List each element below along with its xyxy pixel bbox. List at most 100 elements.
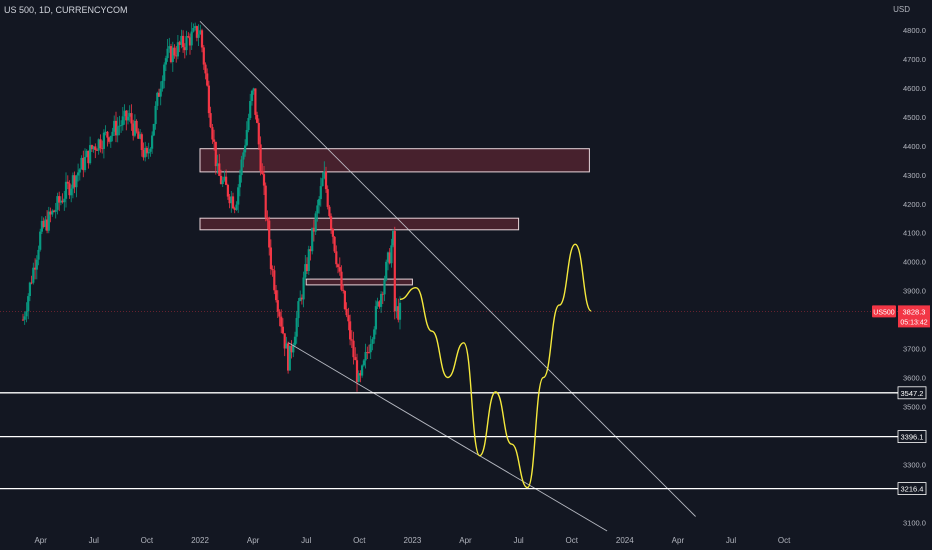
candle-body — [90, 145, 93, 150]
x-tick-label: Apr — [459, 536, 472, 545]
candle-body — [252, 88, 255, 91]
y-tick-label: 4800.0 — [903, 26, 926, 35]
y-tick-label: 4700.0 — [903, 55, 926, 64]
candle-body — [299, 297, 302, 302]
candle-body — [200, 30, 204, 48]
candle-body — [156, 92, 159, 106]
support-level-label: 3216.4 — [901, 485, 924, 494]
candle-body — [357, 373, 360, 382]
candle-body — [359, 373, 362, 376]
candle-body — [163, 64, 166, 81]
y-tick-label: 4500.0 — [903, 113, 926, 122]
x-tick-label: Apr — [247, 536, 260, 545]
candle-body — [309, 249, 312, 252]
candle-body — [42, 220, 45, 227]
candle-body — [245, 130, 248, 146]
candle-body — [266, 217, 269, 221]
y-tick-label: 3700.0 — [903, 345, 926, 354]
y-tick-label: 3500.0 — [903, 403, 926, 412]
candle-body — [83, 157, 87, 171]
candle-body — [30, 282, 33, 284]
candle-body — [385, 261, 388, 280]
time-axis[interactable]: Apr Jul Oct 2022 Apr Jul Oct 2023 Apr Jul Oct 2024 A… — [34, 536, 791, 545]
candle-body — [330, 216, 333, 229]
candle-body — [209, 113, 212, 128]
support-level-tag — [897, 482, 927, 496]
candle-body — [338, 267, 341, 272]
candle-body — [366, 352, 369, 353]
candle-body — [219, 175, 223, 184]
candle-body — [364, 352, 367, 361]
resistance-zone — [199, 148, 590, 173]
price-tag — [898, 305, 930, 328]
candle-body — [349, 321, 352, 340]
candle-body — [278, 311, 281, 317]
candle-body — [104, 131, 107, 133]
candle-body — [228, 196, 231, 204]
candle-body — [269, 247, 272, 269]
candle-body — [159, 88, 162, 97]
y-tick-label: 3900.0 — [903, 287, 926, 296]
candle-body — [97, 139, 100, 151]
trendlines — [0, 20, 898, 532]
candle-body — [120, 125, 123, 126]
candle-body — [211, 127, 214, 140]
candle-body — [144, 147, 147, 158]
candle-body — [345, 308, 348, 316]
candle-body — [40, 220, 43, 232]
candle-body — [276, 300, 279, 312]
symbol-price-tag: US500 3828.3 05:13:42 — [872, 305, 930, 328]
price-axis[interactable]: 4800.0 4700.0 4600.0 4500.0 4400.0 4300.0 4200… — [903, 26, 926, 527]
y-tick-label: 4100.0 — [903, 229, 926, 238]
candle-body — [77, 172, 80, 176]
candle-body — [63, 198, 66, 203]
candle-body — [316, 205, 319, 214]
candle-body — [108, 137, 111, 142]
candle-body — [171, 47, 174, 62]
candle-body — [64, 181, 68, 199]
candle-body — [176, 42, 179, 57]
candle-body — [118, 125, 121, 127]
currency-label: USD — [893, 5, 910, 14]
candle-body — [383, 279, 386, 295]
candle-body — [221, 180, 224, 184]
x-tick-label: Jul — [513, 536, 523, 545]
candle-body — [230, 196, 233, 204]
candle-body — [218, 163, 221, 176]
candle-body — [292, 345, 295, 353]
candle-body — [190, 31, 193, 46]
candle-body — [290, 345, 293, 353]
candle-body — [157, 92, 161, 97]
candle-body — [145, 147, 148, 154]
candle-body — [142, 150, 145, 158]
candle-body — [352, 340, 355, 358]
candle-body — [381, 293, 384, 295]
candle-body — [125, 110, 128, 121]
candle-body — [123, 110, 126, 117]
candle-body — [397, 306, 400, 320]
candle-body — [82, 157, 85, 171]
candle-body — [51, 210, 54, 215]
candle-body — [214, 141, 217, 167]
resistance-zone — [199, 217, 520, 231]
candle-body — [58, 196, 61, 203]
candle-body — [324, 171, 328, 190]
candle-body — [161, 80, 164, 89]
candle-body — [237, 187, 240, 205]
x-tick-label: Oct — [353, 536, 366, 545]
candle-body — [256, 114, 259, 123]
candle-body — [87, 150, 90, 164]
y-tick-label: 4000.0 — [903, 258, 926, 267]
candle-body — [21, 319, 25, 321]
candle-body — [300, 297, 303, 300]
candle-body — [183, 47, 186, 51]
candle-body — [195, 26, 198, 38]
x-tick-label: Apr — [34, 536, 47, 545]
candle-body — [247, 118, 250, 130]
candle-body — [362, 360, 365, 366]
candle-body — [66, 181, 69, 184]
candle-body — [361, 365, 364, 376]
candle-body — [207, 85, 210, 114]
projection-line — [399, 243, 592, 489]
